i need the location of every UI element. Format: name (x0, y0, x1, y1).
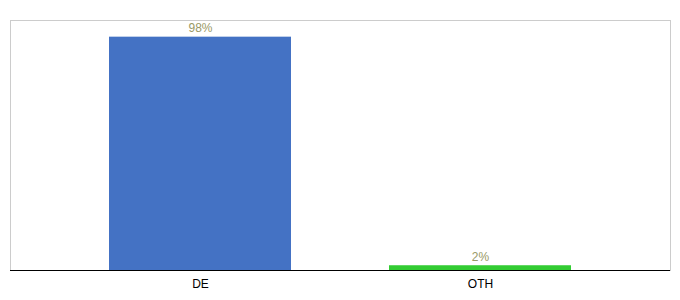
svg-text:2%: 2% (472, 250, 490, 264)
svg-text:98%: 98% (188, 21, 212, 35)
svg-text:OTH: OTH (468, 277, 493, 291)
svg-text:DE: DE (192, 277, 209, 291)
